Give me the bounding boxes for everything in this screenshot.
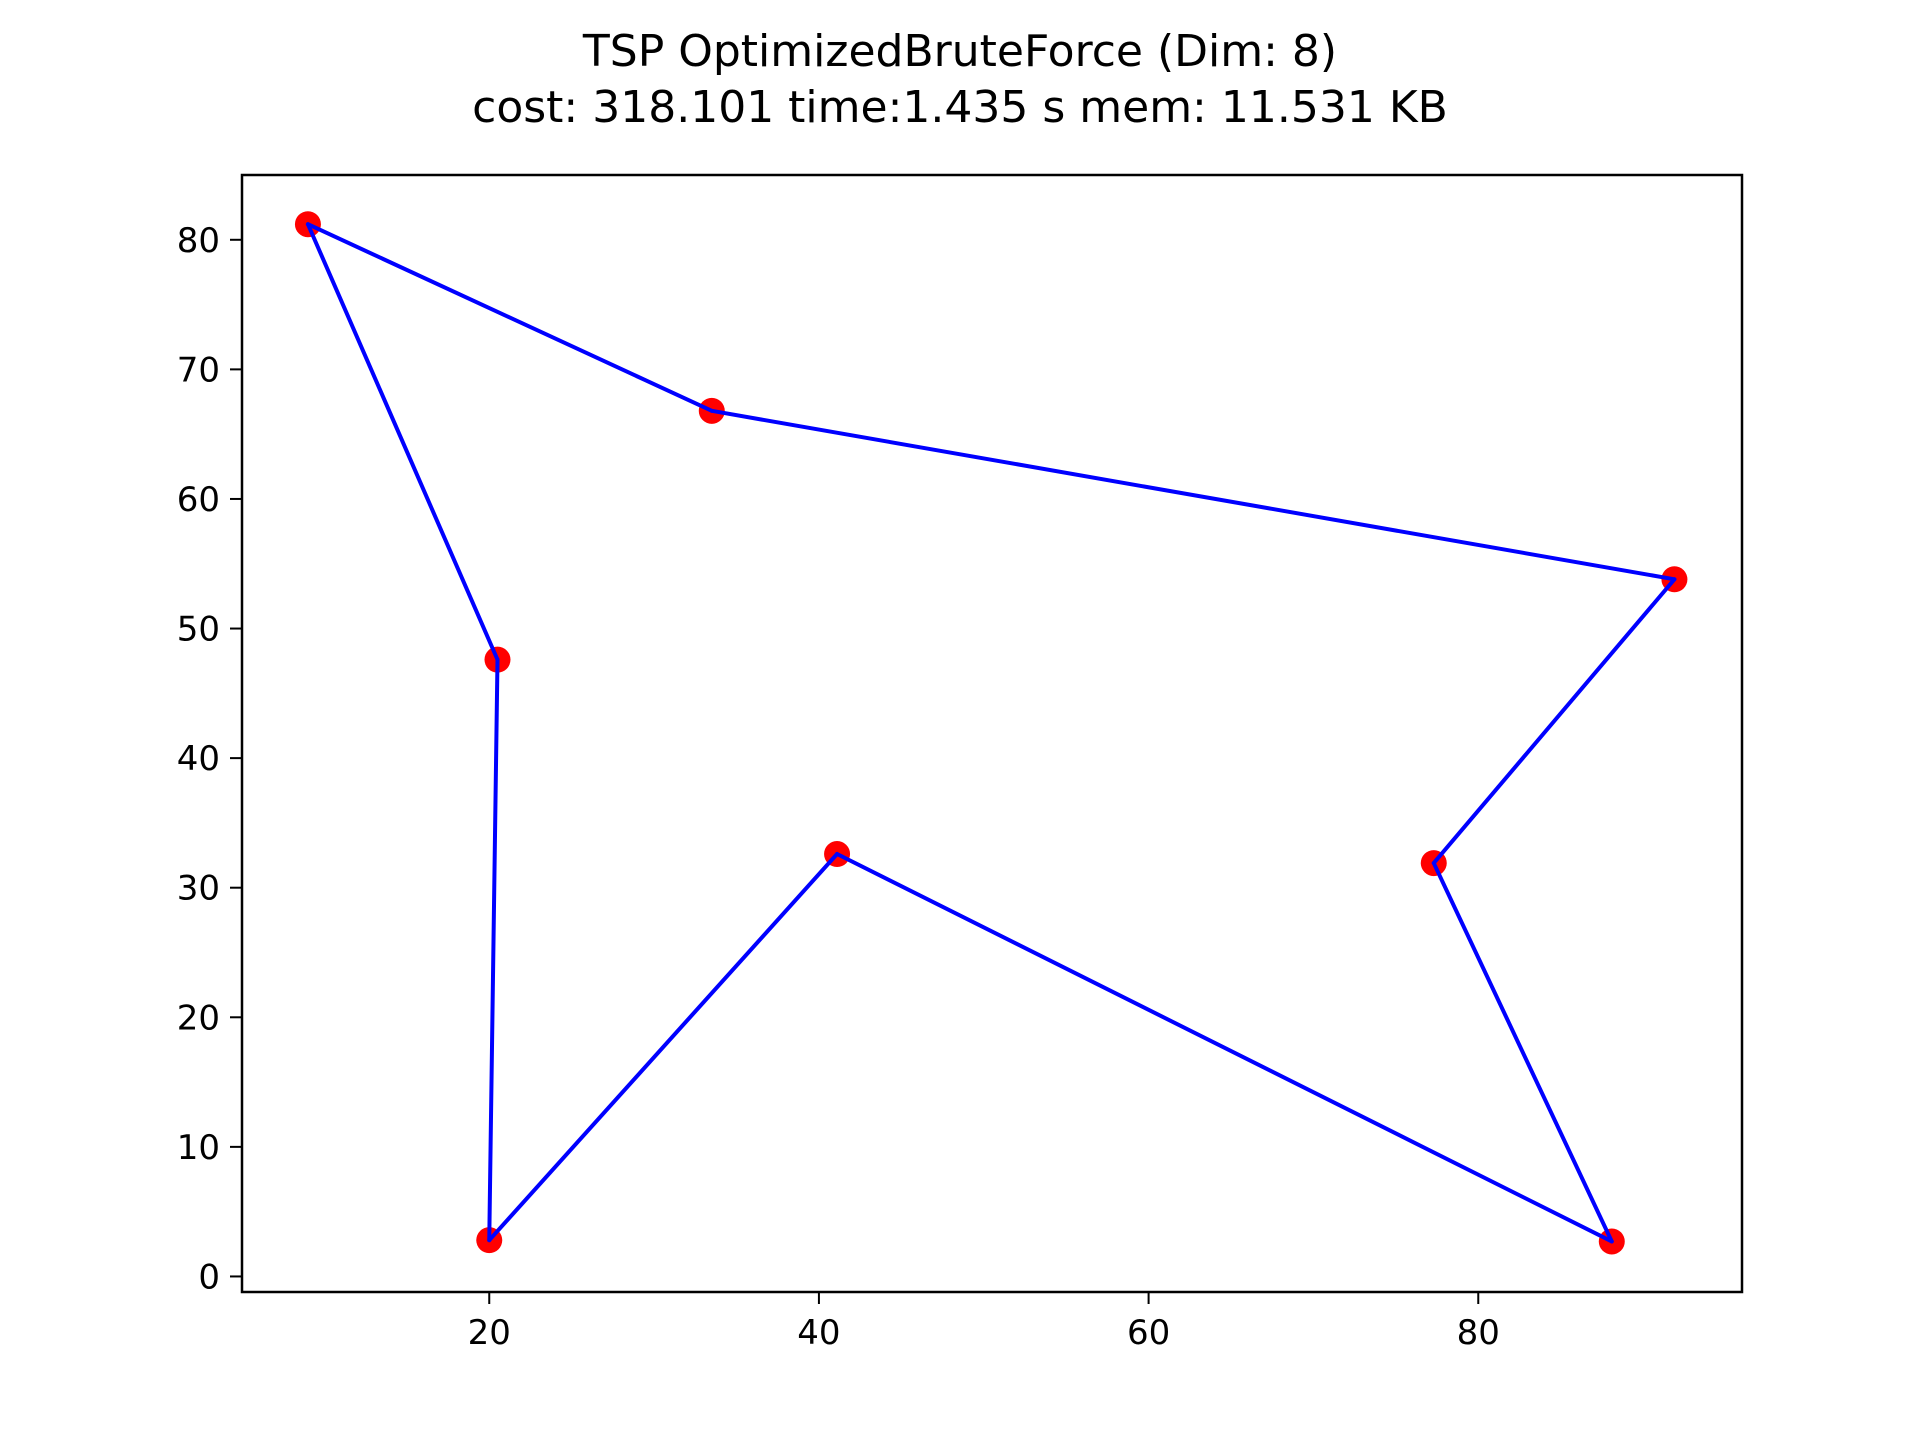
x-tick-label: 60: [1127, 1313, 1170, 1353]
y-tick-label: 80: [177, 221, 220, 261]
route-lines: [305, 222, 1677, 1244]
chart-subtitle-line: cost: 318.101 time:1.435 s mem: 11.531 K…: [472, 82, 1448, 133]
y-axis-ticks: 0 10 20 30 40 50 60 70 80: [177, 221, 242, 1297]
chart-title: TSP OptimizedBruteForce (Dim: 8) cost: 3…: [472, 26, 1448, 133]
city-points: [294, 211, 1688, 1255]
chart-title-line: TSP OptimizedBruteForce (Dim: 8): [582, 26, 1337, 77]
y-tick-label: 10: [177, 1128, 220, 1168]
route-segment: [835, 852, 1614, 1244]
y-tick-label: 70: [177, 350, 220, 390]
route-segment: [487, 852, 840, 1243]
y-tick-label: 20: [177, 998, 220, 1038]
y-tick-label: 40: [177, 739, 220, 779]
plot-axes: 20 40 60 80 0 10 20 30 40 50 60 70 80: [177, 173, 1744, 1353]
route-segment: [1431, 577, 1677, 866]
route-segment: [1431, 861, 1614, 1244]
route-segment: [487, 657, 500, 1243]
y-tick-label: 50: [177, 610, 220, 650]
y-tick-label: 30: [177, 869, 220, 909]
axes-frame: [240, 173, 1744, 1294]
y-tick-label: 0: [198, 1257, 220, 1297]
x-tick-label: 40: [797, 1313, 840, 1353]
x-tick-label: 20: [468, 1313, 511, 1353]
route-segment: [305, 222, 500, 662]
route-segment: [709, 408, 1677, 582]
route-segment: [305, 222, 714, 413]
y-tick-label: 60: [177, 480, 220, 520]
x-axis-ticks: 20 40 60 80: [468, 1292, 1500, 1353]
x-tick-label: 80: [1457, 1313, 1500, 1353]
